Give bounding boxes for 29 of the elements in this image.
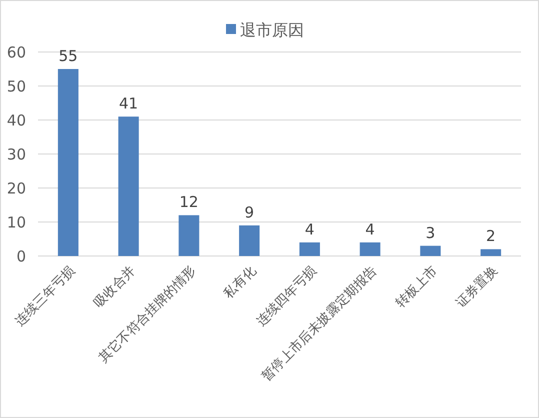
data-label: 12 [179, 193, 198, 212]
y-tick-label: 60 [6, 43, 26, 62]
data-label: 4 [365, 220, 375, 238]
x-tick-label: 私有化 [221, 263, 260, 302]
bar [118, 116, 139, 256]
data-label: 55 [58, 47, 78, 65]
y-tick-label: 0 [16, 247, 26, 266]
data-label: 9 [244, 203, 254, 222]
y-tick-label: 30 [6, 145, 26, 164]
bar [178, 215, 200, 256]
y-tick-label: 10 [6, 213, 26, 232]
bar [420, 246, 441, 256]
x-tick-label: 转板上市 [393, 263, 440, 311]
x-tick-label: 连续三年亏损 [12, 263, 78, 330]
bar [239, 225, 260, 256]
y-tick-label: 50 [6, 77, 26, 96]
data-label: 3 [426, 224, 436, 242]
data-label: 2 [486, 227, 496, 246]
x-tick-label: 证券置换 [453, 263, 501, 311]
bar [480, 249, 502, 256]
bar [58, 69, 78, 256]
data-label: 4 [304, 220, 314, 238]
data-label: 41 [119, 94, 138, 113]
y-tick-label: 20 [6, 179, 26, 198]
legend-label: 退市原因 [240, 20, 304, 40]
bar [360, 242, 380, 256]
y-tick-label: 40 [6, 111, 26, 130]
bar [299, 242, 320, 256]
x-tick-label: 吸收合并 [91, 263, 139, 311]
